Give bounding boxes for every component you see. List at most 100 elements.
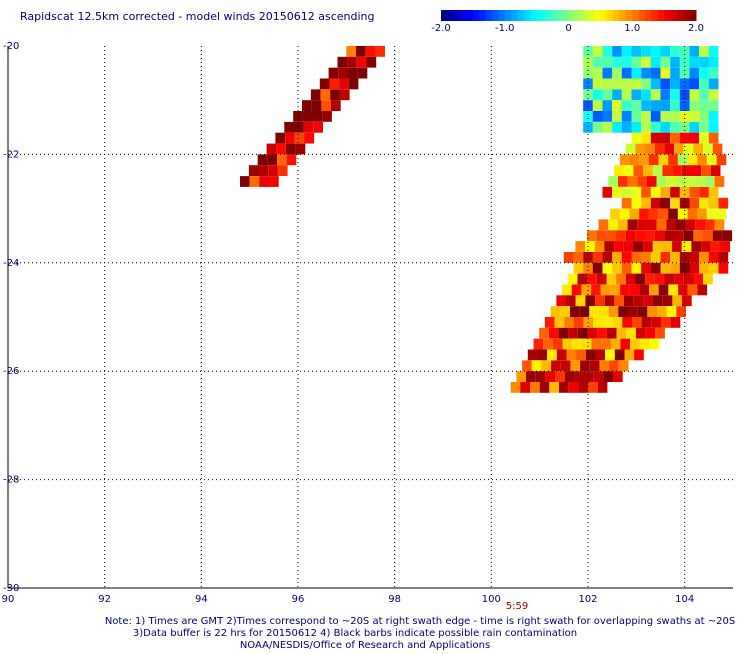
heatmap-cell <box>637 176 647 187</box>
heatmap-cell <box>573 262 584 274</box>
heatmap-cell <box>679 186 690 198</box>
colorbar-segment <box>670 10 678 21</box>
heatmap-cell <box>660 262 671 274</box>
heatmap-cell <box>597 382 608 393</box>
heatmap-cell <box>580 360 590 372</box>
heatmap-cell <box>347 67 358 79</box>
heatmap-cell <box>581 284 592 296</box>
heatmap-cell <box>679 78 690 90</box>
heatmap-cell <box>645 230 655 242</box>
heatmap-cell <box>641 56 651 68</box>
heatmap-cell <box>356 56 367 68</box>
heatmap-cell <box>670 262 680 274</box>
heatmap-cell <box>558 327 569 339</box>
heatmap-cell <box>679 111 690 122</box>
heatmap-cell <box>627 219 638 231</box>
footer-note-line3: NOAA/NESDIS/Office of Research and Appli… <box>240 640 490 650</box>
colorbar-segment <box>581 10 589 21</box>
colorbar-tick-label: -2.0 <box>431 23 451 34</box>
heatmap-cell <box>303 121 314 133</box>
heatmap-cell <box>670 197 680 209</box>
heatmap-cell <box>635 327 646 339</box>
colorbar-segment <box>683 10 691 21</box>
heatmap-cell <box>641 197 651 209</box>
heatmap-cell <box>668 208 678 220</box>
heatmap-cell <box>583 121 593 133</box>
heatmap-cell <box>621 89 632 101</box>
heatmap-cell <box>268 165 278 176</box>
colorbar-segment <box>613 10 620 21</box>
colorbar-tick-label: 2.0 <box>688 23 704 34</box>
heatmap-cell <box>650 89 661 101</box>
heatmap-cell <box>591 338 602 350</box>
heatmap-cell <box>623 241 634 252</box>
heatmap-cell <box>612 56 622 68</box>
heatmap-cell <box>670 89 680 101</box>
heatmap-cell <box>294 121 304 133</box>
heatmap-cell <box>516 371 527 382</box>
heatmap-cell <box>621 78 632 90</box>
heatmap-cell <box>641 262 651 274</box>
heatmap-cell <box>643 165 653 176</box>
heatmap-cell <box>635 273 646 285</box>
heatmap-cell <box>356 46 366 57</box>
colorbar-segment <box>479 10 487 21</box>
heatmap-cell <box>608 176 618 187</box>
heatmap-cell <box>708 197 719 209</box>
colorbar-segment <box>562 10 569 21</box>
heatmap-cell <box>639 208 649 220</box>
heatmap-cell <box>612 78 622 90</box>
y-tick-label: -28 <box>3 475 19 486</box>
heatmap-cell <box>571 284 582 296</box>
colorbar-tick-label: 1.0 <box>624 23 640 34</box>
colorbar-segment <box>441 10 448 21</box>
heatmap-cell <box>631 252 642 263</box>
heatmap-cell <box>705 176 715 187</box>
heatmap-cell <box>668 284 679 296</box>
heatmap-cell <box>330 89 340 101</box>
heatmap-cell <box>708 56 719 68</box>
heatmap-cell <box>703 230 713 242</box>
heatmap-cell <box>618 306 628 317</box>
heatmap-cell <box>293 111 303 122</box>
heatmap-cell <box>562 338 573 350</box>
heatmap-cell <box>691 241 702 252</box>
heatmap-cell <box>693 273 704 285</box>
heatmap-cell <box>641 46 651 57</box>
heatmap-cell <box>656 176 667 187</box>
heatmap-cell <box>687 154 698 166</box>
heatmap-cell <box>641 67 651 79</box>
heatmap-cell <box>625 273 636 285</box>
heatmap-cell <box>559 382 569 393</box>
heatmap-cell <box>637 219 647 231</box>
heatmap-cell <box>550 306 561 317</box>
heatmap-cell <box>679 46 690 57</box>
heatmap-cell <box>575 241 586 252</box>
heatmap-cell <box>670 78 680 90</box>
heatmap-cell <box>602 46 613 57</box>
colorbar-segment <box>619 10 627 21</box>
heatmap-cell <box>679 197 690 209</box>
heatmap-cell <box>621 252 632 263</box>
heatmap-cell <box>670 252 680 263</box>
heatmap-cell <box>625 230 636 242</box>
heatmap-cell <box>641 121 651 133</box>
heatmap-cell <box>670 56 680 68</box>
heatmap-cell <box>660 89 671 101</box>
heatmap-cell <box>629 154 640 166</box>
heatmap-cell <box>608 219 618 231</box>
heatmap-cell <box>664 273 675 285</box>
heatmap-cell <box>612 252 622 263</box>
heatmap-cell <box>621 46 632 57</box>
colorbar-segment <box>460 10 467 21</box>
heatmap-cell <box>592 111 603 122</box>
heatmap-cell <box>699 100 709 111</box>
heatmap-cell <box>637 306 648 317</box>
heatmap-cell <box>583 262 593 274</box>
x-tick-label: 104 <box>675 594 694 605</box>
heatmap-cell <box>710 165 721 176</box>
heatmap-cell <box>249 176 260 187</box>
heatmap-cell <box>631 46 642 57</box>
heatmap-cell <box>672 241 682 252</box>
